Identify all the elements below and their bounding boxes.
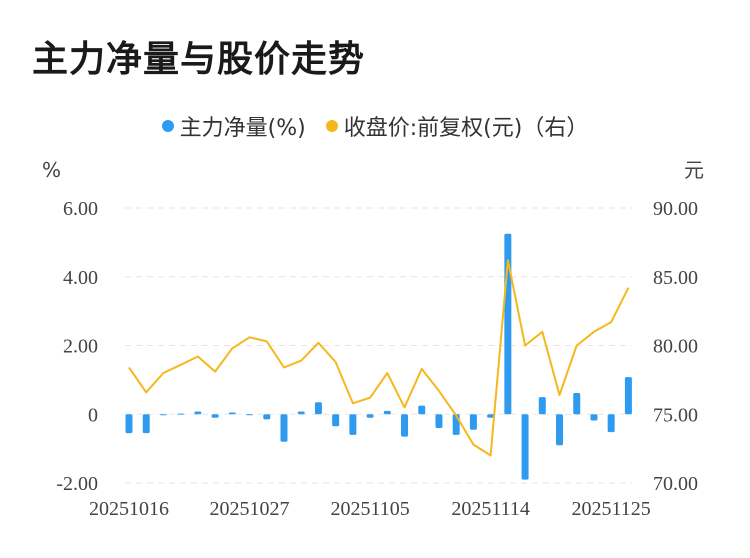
legend-item-price[interactable]: 收盘价:前复权(元)（右） bbox=[325, 110, 589, 142]
price-point[interactable] bbox=[127, 366, 131, 370]
net-bar[interactable] bbox=[228, 412, 236, 415]
left-unit-label: % bbox=[42, 158, 61, 182]
net-bar[interactable] bbox=[556, 414, 564, 446]
price-point[interactable] bbox=[420, 367, 424, 371]
price-point[interactable] bbox=[334, 360, 338, 364]
net-bar[interactable] bbox=[125, 414, 133, 434]
net-bar[interactable] bbox=[194, 411, 202, 415]
price-point[interactable] bbox=[540, 330, 544, 334]
price-point[interactable] bbox=[489, 454, 493, 458]
net-bar[interactable] bbox=[607, 414, 615, 433]
right-tick-label: 80.00 bbox=[653, 336, 698, 358]
legend-dot-price-icon bbox=[325, 120, 338, 132]
axis-layer: 6.00 90.00 4.00 85.00 2.00 80.00 0 75.00 -2.00 70… bbox=[42, 158, 704, 520]
net-bar[interactable] bbox=[590, 414, 598, 421]
net-bar[interactable] bbox=[418, 405, 426, 415]
net-bar[interactable] bbox=[280, 414, 288, 442]
left-tick-label: 4.00 bbox=[63, 267, 98, 289]
net-bar[interactable] bbox=[246, 414, 254, 416]
net-bar[interactable] bbox=[538, 397, 546, 415]
price-point[interactable] bbox=[385, 371, 389, 375]
price-point[interactable] bbox=[299, 359, 303, 363]
x-tick-label: 20251016 bbox=[89, 498, 169, 520]
price-point[interactable] bbox=[196, 355, 200, 359]
price-point[interactable] bbox=[575, 344, 579, 348]
page-title: 主力净量与股价走势 bbox=[32, 39, 366, 80]
price-point[interactable] bbox=[506, 258, 510, 262]
price-point[interactable] bbox=[316, 341, 320, 345]
right-tick-label: 85.00 bbox=[653, 267, 698, 289]
price-point[interactable] bbox=[144, 390, 148, 394]
price-point[interactable] bbox=[213, 370, 217, 374]
net-bar[interactable] bbox=[383, 410, 391, 415]
net-bar[interactable] bbox=[624, 377, 632, 415]
legend-label-net: 主力净量(%) bbox=[179, 116, 306, 141]
price-point[interactable] bbox=[454, 414, 458, 418]
net-bar[interactable] bbox=[521, 414, 529, 480]
net-bar[interactable] bbox=[297, 411, 305, 415]
net-bar[interactable] bbox=[177, 413, 185, 415]
price-point[interactable] bbox=[265, 339, 269, 343]
net-bar[interactable] bbox=[349, 414, 357, 435]
left-tick-label: 0 bbox=[88, 404, 98, 426]
net-bar[interactable] bbox=[469, 414, 477, 430]
price-point[interactable] bbox=[403, 405, 407, 409]
right-tick-label: 70.00 bbox=[653, 473, 698, 495]
left-tick-label: 6.00 bbox=[63, 198, 98, 220]
price-point[interactable] bbox=[437, 389, 441, 393]
price-point[interactable] bbox=[230, 346, 234, 350]
right-tick-label: 75.00 bbox=[653, 404, 698, 426]
legend-item-net[interactable]: 主力净量(%) bbox=[161, 110, 306, 142]
price-line[interactable] bbox=[128, 259, 630, 457]
price-point[interactable] bbox=[368, 396, 372, 400]
bar-layer bbox=[125, 233, 632, 480]
net-bar[interactable] bbox=[366, 414, 374, 418]
legend-dot-net-icon bbox=[161, 120, 174, 132]
net-bar[interactable] bbox=[401, 414, 409, 437]
net-bar[interactable] bbox=[211, 414, 219, 418]
left-tick-label: 2.00 bbox=[63, 336, 98, 358]
grid-layer bbox=[125, 207, 632, 484]
line-layer bbox=[127, 258, 630, 458]
right-unit-label: 元 bbox=[684, 158, 704, 182]
price-point[interactable] bbox=[558, 393, 562, 397]
net-bar[interactable] bbox=[487, 414, 495, 418]
price-point[interactable] bbox=[471, 443, 475, 447]
net-bar[interactable] bbox=[314, 402, 322, 415]
left-tick-label: -2.00 bbox=[56, 473, 98, 495]
x-tick-label: 20251105 bbox=[330, 498, 409, 520]
x-tick-label: 20251114 bbox=[451, 498, 530, 520]
net-bar[interactable] bbox=[142, 414, 150, 434]
net-bar[interactable] bbox=[435, 414, 443, 428]
price-point[interactable] bbox=[626, 286, 630, 290]
price-point[interactable] bbox=[161, 371, 165, 375]
price-point[interactable] bbox=[282, 366, 286, 370]
right-tick-label: 90.00 bbox=[653, 198, 698, 220]
x-tick-label: 20251125 bbox=[572, 498, 651, 520]
legend-label-price: 收盘价:前复权(元)（右） bbox=[343, 116, 589, 141]
x-tick-label: 20251027 bbox=[210, 498, 290, 520]
price-point[interactable] bbox=[179, 363, 183, 367]
price-point[interactable] bbox=[592, 330, 596, 334]
net-bar[interactable] bbox=[159, 414, 167, 416]
net-bar[interactable] bbox=[263, 414, 271, 420]
net-bar[interactable] bbox=[332, 414, 340, 427]
price-point[interactable] bbox=[609, 320, 613, 324]
chart-legend: 主力净量(%) 收盘价:前复权(元)（右） bbox=[0, 110, 750, 142]
price-point[interactable] bbox=[523, 344, 527, 348]
price-point[interactable] bbox=[248, 335, 252, 339]
price-point[interactable] bbox=[351, 401, 355, 405]
net-bar[interactable] bbox=[573, 392, 581, 415]
